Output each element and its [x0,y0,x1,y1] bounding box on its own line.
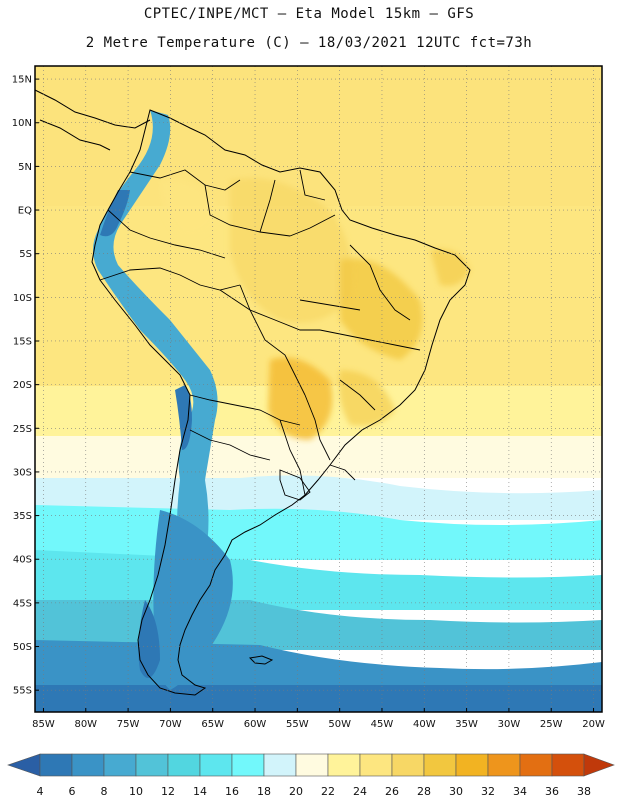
temperature-field [35,66,602,712]
latitude-label: 10S [13,293,32,304]
cool-band [35,436,602,478]
south-america-outline [91,109,471,696]
colorbar-label: 14 [193,785,207,798]
colorbar-label: 24 [353,785,367,798]
longitude-label: 25W [540,719,563,730]
latitude-label: 30S [13,467,32,478]
andes-cold-ridge [93,110,218,640]
deep-blue-band [35,685,602,712]
colorbar-label: 12 [161,785,175,798]
colorbar-label: 6 [69,785,76,798]
colorbar: 4 6 8 10 12 14 16 18 20 22 24 26 28 30 32 34 36 38 [7,753,615,798]
colorbar-swatch [327,753,361,777]
colorbar-label: 4 [37,785,44,798]
latitude-label: 25S [13,424,32,435]
colorbar-swatch [263,753,297,777]
colorbar-swatch [423,753,457,777]
graticule [35,66,602,712]
colorbar-swatch [519,753,553,777]
falkland-islands [248,655,274,665]
colorbar-swatch [391,753,425,777]
colorbar-label: 16 [225,785,239,798]
colorbar-swatch [71,753,105,777]
colorbar-label: 10 [129,785,143,798]
latitude-label: 20S [13,380,32,391]
colorbar-label: 26 [385,785,399,798]
colorbar-swatch [135,753,169,777]
longitude-label: 65W [201,719,224,730]
colorbar-swatch [103,753,137,777]
colorbar-swatch [455,753,489,777]
colorbar-swatch [199,753,233,777]
longitude-label: 35W [455,719,478,730]
latitude-label: 15N [12,75,32,86]
colorbar-swatch [551,753,585,777]
longitude-label: 75W [117,719,140,730]
colorbar-label: 36 [545,785,559,798]
latitude-label: 50S [13,642,32,653]
longitude-label: 70W [159,719,182,730]
colorbar-label: 28 [417,785,431,798]
colorbar-swatch [487,753,521,777]
longitude-label: 55W [286,719,309,730]
latitude-label: 15S [13,336,32,347]
longitude-label: 60W [244,719,267,730]
latitude-label: EQ [18,206,32,217]
country-borders [99,169,421,501]
colorbar-min-arrow [7,753,41,777]
colorbar-label: 34 [513,785,527,798]
longitude-label: 40W [413,719,436,730]
colorbar-label: 18 [257,785,271,798]
longitude-label: 20W [582,719,605,730]
colorbar-swatch [295,753,329,777]
map-title-line-1: CPTEC/INPE/MCT – Eta Model 15km – GFS [143,6,475,22]
latitude-label: 5S [19,249,32,260]
longitude-label: 45W [371,719,394,730]
longitude-label: 50W [328,719,351,730]
latitude-label: 35S [13,511,32,522]
longitude-label: 30W [498,719,521,730]
colorbar-label: 38 [577,785,591,798]
latitude-label: 40S [13,555,32,566]
colorbar-swatch [359,753,393,777]
colorbar-label: 32 [481,785,495,798]
colorbar-label: 22 [321,785,335,798]
latitude-label: 55S [13,686,32,697]
map-frame [34,65,603,713]
map-title-line-2: 2 Metre Temperature (C) – 18/03/2021 12U… [85,35,533,51]
warm-band-north [35,66,602,206]
colorbar-label: 8 [101,785,108,798]
colorbar-label: 20 [289,785,303,798]
warm-patches [160,178,470,440]
colorbar-max-arrow [583,753,615,777]
colorbar-swatch [39,753,73,777]
patagonia-cold-2 [138,600,160,678]
latitude-labels: 15N 10N 5N EQ 5S 10S 15S 20S 25S 30S 35S 40S 45S 50S 5… [12,75,39,697]
colorbar-label: 30 [449,785,463,798]
colorbar-swatch [167,753,201,777]
latitude-label: 5N [18,162,32,173]
andes-core [100,190,192,450]
longitude-label: 80W [74,719,97,730]
latitude-label: 10N [12,118,32,129]
colorbar-swatch [231,753,265,777]
longitude-label: 85W [32,719,55,730]
central-america-outline [34,89,151,151]
latitude-label: 45S [13,598,32,609]
longitude-labels: 85W 80W 75W 70W 65W 60W 55W 50W 45W 40W 35W 30W 25W 2… [32,708,605,730]
